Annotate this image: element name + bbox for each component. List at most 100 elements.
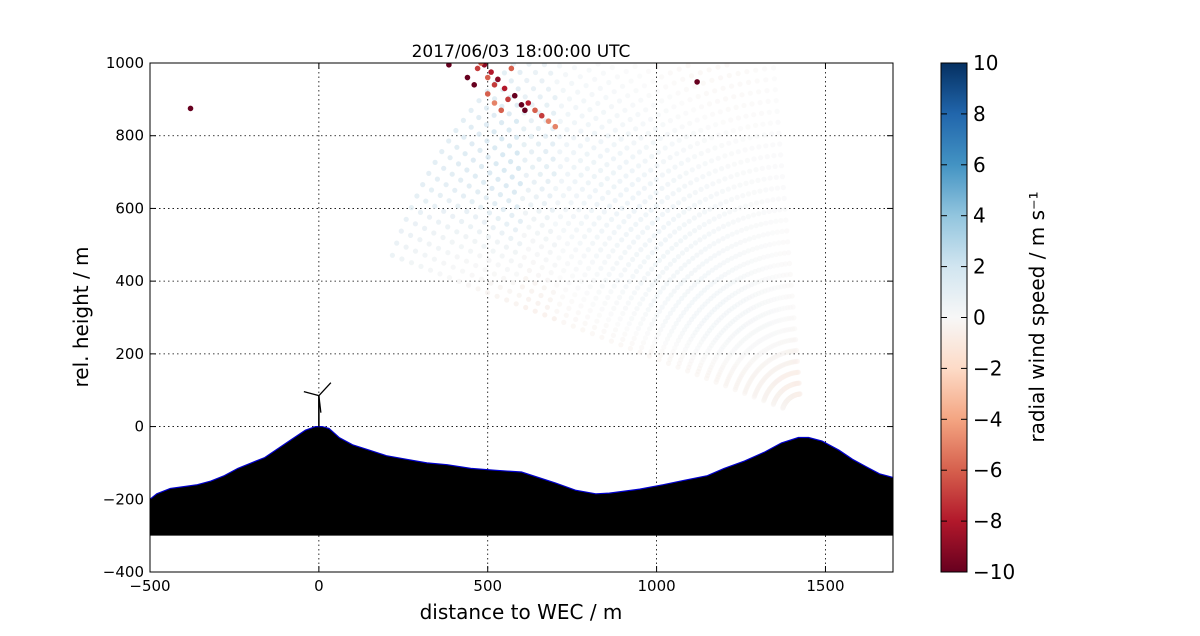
scan-point (560, 248, 566, 254)
scan-point (509, 212, 515, 218)
scan-point (776, 196, 782, 202)
scan-point (447, 155, 453, 161)
scan-point (581, 253, 587, 259)
scan-point (506, 198, 512, 204)
scan-point (687, 97, 693, 103)
scan-point (645, 68, 652, 74)
scan-point (707, 206, 713, 212)
scan-point (547, 297, 553, 303)
scan-point (460, 268, 466, 274)
scan-point (449, 239, 455, 245)
scan-point (757, 100, 763, 106)
scan-point (707, 243, 713, 249)
scan-point (398, 228, 404, 234)
scan-point (617, 178, 623, 184)
scan-point (579, 113, 585, 119)
scan-point (470, 157, 476, 163)
scan-point (650, 78, 656, 84)
scan-point (698, 186, 704, 192)
scan-point (678, 281, 684, 287)
scan-point (440, 234, 446, 241)
outlier-point (474, 65, 481, 72)
scan-point (756, 211, 762, 217)
scan-point (723, 96, 729, 102)
scan-point (670, 349, 676, 355)
scan-point (770, 401, 776, 408)
scan-point (782, 206, 788, 212)
scan-point (746, 236, 753, 242)
scan-point (649, 250, 655, 256)
scan-point (606, 79, 612, 86)
scan-point (524, 77, 530, 84)
scan-point (664, 336, 671, 342)
scan-point (695, 93, 701, 100)
scan-point (566, 305, 572, 311)
scan-point (717, 109, 723, 115)
scan-point (751, 189, 757, 195)
scan-point (618, 255, 624, 261)
scan-point (738, 126, 744, 132)
scan-point (572, 292, 578, 298)
scan-point (604, 222, 610, 228)
scan-point (481, 179, 487, 185)
scan-point (737, 239, 744, 245)
scan-point (640, 316, 646, 322)
scan-point (454, 229, 460, 235)
scan-point (530, 86, 537, 92)
scan-point (755, 177, 761, 183)
scan-point (685, 368, 691, 374)
scan-point (744, 69, 750, 75)
scan-point (686, 259, 692, 265)
scan-point (719, 142, 725, 149)
scan-point (643, 212, 649, 218)
scan-point (492, 96, 498, 102)
scan-point (662, 145, 668, 151)
scan-point (530, 259, 536, 265)
scan-point (489, 185, 495, 191)
scan-point (729, 151, 735, 157)
scan-point (647, 326, 653, 332)
scan-point (676, 299, 682, 305)
scan-point (751, 234, 757, 241)
scan-point (777, 141, 783, 147)
scan-point (602, 241, 608, 247)
scan-point (716, 250, 722, 256)
outlier-point (446, 63, 452, 68)
scan-point (610, 156, 617, 162)
scan-point (654, 163, 660, 169)
scan-point (686, 206, 692, 212)
scan-point (573, 266, 579, 272)
scan-point (735, 70, 741, 77)
scan-point (746, 79, 752, 85)
scan-point (771, 65, 777, 71)
scan-point (765, 253, 771, 259)
scan-point (408, 232, 414, 238)
scan-point (671, 80, 677, 86)
scan-point (749, 101, 755, 107)
scan-point (584, 136, 591, 142)
scan-point (688, 270, 695, 276)
scan-point (762, 66, 768, 72)
scan-point (670, 307, 676, 313)
scan-point (750, 246, 756, 252)
scan-point (652, 340, 658, 346)
scan-point (560, 87, 566, 93)
scan-point (729, 196, 735, 202)
scan-point (735, 217, 741, 223)
scan-point (472, 238, 478, 244)
scan-point (571, 150, 577, 156)
scan-point (758, 221, 764, 227)
scan-point (648, 116, 654, 122)
scan-point (696, 224, 703, 230)
scan-point (729, 243, 735, 249)
scan-point (537, 171, 543, 177)
scan-point (692, 189, 698, 196)
scan-point (689, 167, 695, 173)
scan-point (488, 280, 494, 286)
scan-point (705, 270, 712, 276)
scan-point (641, 275, 648, 281)
scan-point (609, 64, 615, 71)
scan-point (670, 204, 676, 210)
scan-point (616, 98, 623, 104)
scan-point (569, 234, 575, 240)
